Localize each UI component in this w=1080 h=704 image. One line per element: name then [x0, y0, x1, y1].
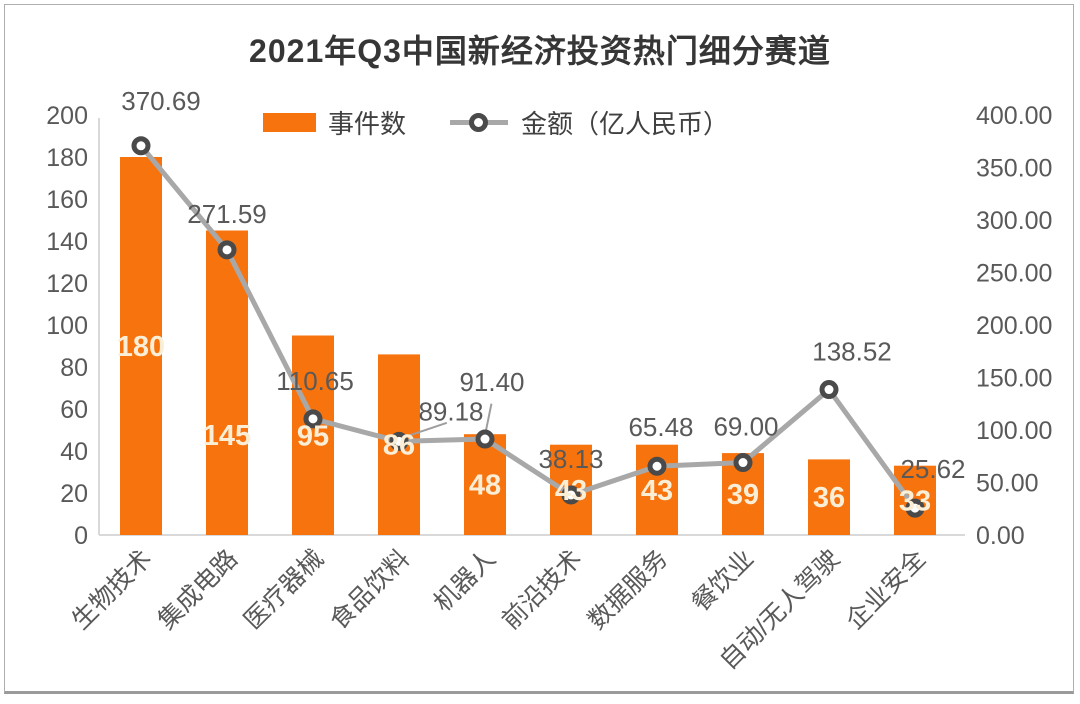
left-axis-tick-label: 80 — [60, 354, 88, 382]
amount-line — [138, 143, 918, 511]
leader-line — [484, 403, 493, 432]
line-value-label: 138.52 — [812, 337, 892, 367]
line-value-label: 370.69 — [121, 86, 201, 116]
line-marker-自动/无人驾驶 — [819, 380, 839, 400]
right-axis-tick-label: 100.00 — [976, 417, 1052, 445]
left-axis-tick-label: 140 — [46, 228, 88, 256]
line-value-label: 89.18 — [418, 396, 483, 426]
category-label-企业安全: 企业安全 — [841, 544, 932, 635]
legend-line-marker-icon — [469, 112, 489, 132]
bar-医疗器械 — [292, 335, 334, 535]
line-marker-医疗器械 — [303, 409, 323, 429]
bar-value-label: 36 — [813, 482, 845, 514]
bar-value-label: 145 — [203, 420, 251, 452]
bar-value-label: 39 — [727, 479, 759, 511]
line-value-label: 65.48 — [628, 412, 693, 442]
category-label-数据服务: 数据服务 — [583, 544, 674, 635]
category-label-生物技术: 生物技术 — [67, 544, 158, 635]
left-axis-tick-label: 160 — [46, 186, 88, 214]
line-marker-食品饮料 — [389, 431, 409, 451]
left-axis-tick-label: 60 — [60, 396, 88, 424]
line-value-label: 271.59 — [187, 199, 267, 229]
line-marker-前沿技术 — [561, 485, 581, 505]
line-value-label: 69.00 — [713, 412, 778, 442]
left-axis-tick-label: 200 — [46, 102, 88, 130]
category-label-食品饮料: 食品饮料 — [325, 544, 416, 635]
line-value-label: 25.62 — [900, 454, 965, 484]
bar-value-label: 180 — [117, 331, 165, 363]
left-axis-tick-label: 0 — [74, 522, 88, 550]
bar-value-label: 48 — [469, 470, 501, 502]
category-label-医疗器械: 医疗器械 — [239, 544, 330, 635]
chart-title: 2021年Q3中国新经济投资热门细分赛道 — [249, 33, 831, 69]
bar-value-label: 86 — [383, 430, 415, 462]
bar-value-label: 95 — [297, 420, 329, 452]
bar-value-label: 43 — [641, 475, 673, 507]
chart-card — [4, 4, 1074, 694]
leader-line — [404, 421, 448, 438]
legend-bar-label: 事件数 — [328, 108, 407, 139]
line-value-label: 110.65 — [276, 366, 354, 396]
bar-自动/无人驾驶 — [808, 459, 850, 535]
legend-line-swatch — [450, 112, 509, 132]
line-marker-数据服务 — [647, 456, 667, 476]
line-value-label: 38.13 — [538, 444, 603, 474]
category-label-集成电路: 集成电路 — [153, 544, 244, 635]
right-axis-tick-label: 0.00 — [976, 522, 1025, 550]
bar-value-label: 33 — [899, 485, 931, 517]
line-value-label: 91.40 — [459, 367, 524, 397]
left-axis-tick-label: 100 — [46, 312, 88, 340]
legend: 事件数 金额（亿人民币） — [263, 107, 729, 139]
category-label-餐饮业: 餐饮业 — [686, 544, 759, 617]
line-marker-企业安全 — [905, 498, 925, 518]
left-axis-tick-label: 180 — [46, 144, 88, 172]
right-axis-tick-label: 200.00 — [976, 312, 1052, 340]
line-marker-生物技术 — [131, 136, 151, 156]
left-axis-tick-label: 120 — [46, 270, 88, 298]
line-marker-集成电路 — [217, 240, 237, 260]
right-axis-tick-label: 250.00 — [976, 260, 1052, 288]
bar-生物技术 — [120, 157, 162, 535]
right-axis-tick-label: 300.00 — [976, 207, 1052, 235]
left-axis-tick-label: 20 — [60, 480, 88, 508]
right-axis-tick-label: 350.00 — [976, 155, 1052, 183]
line-marker-餐饮业 — [733, 453, 753, 473]
left-axis-tick-label: 40 — [60, 438, 88, 466]
category-label-机器人: 机器人 — [428, 544, 501, 617]
legend-bar-swatch — [263, 112, 316, 132]
right-axis-tick-label: 50.00 — [976, 470, 1039, 498]
line-marker-机器人 — [475, 429, 495, 449]
category-label-前沿技术: 前沿技术 — [497, 544, 588, 635]
right-axis-tick-label: 150.00 — [976, 365, 1052, 393]
right-axis-tick-label: 400.00 — [976, 102, 1052, 130]
legend-line-label: 金额（亿人民币） — [521, 108, 730, 139]
bar-value-label: 43 — [555, 475, 587, 507]
